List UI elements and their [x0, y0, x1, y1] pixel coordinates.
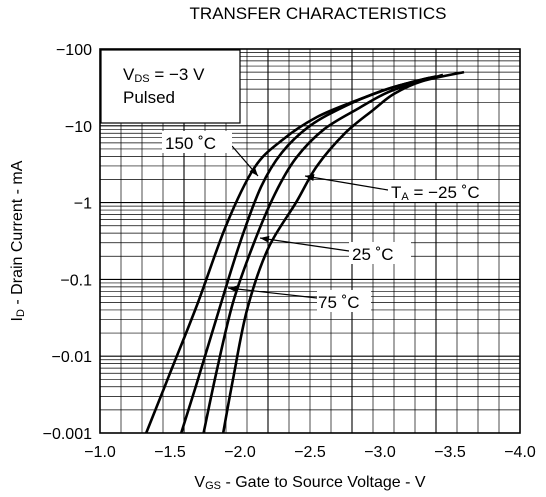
leader-25c-line	[259, 237, 350, 252]
y-tick-label: −1	[74, 196, 92, 213]
curve-series-1	[179, 75, 437, 434]
plot-frame	[99, 48, 521, 434]
x-tick-label: −3.5	[434, 444, 466, 461]
leader-75c-line	[227, 287, 318, 299]
leader-25c-arrowhead	[260, 235, 270, 243]
label-25-bg	[349, 242, 411, 264]
label-150-bg	[162, 131, 232, 153]
label-25c: 25 ˚C	[352, 245, 394, 264]
y-axis-label: ID - Drain Current - mA	[9, 160, 27, 321]
y-tick-label: −0.01	[52, 349, 93, 366]
leader-ta-minus25c-line	[304, 175, 389, 191]
x-tick-label: −3.0	[364, 444, 396, 461]
label-75-bg	[317, 290, 371, 312]
leader-ta-minus25c-arrowhead	[305, 174, 315, 181]
label-75c: 75 ˚C	[318, 293, 360, 312]
y-tick-labels: −0.001 −0.01 −0.1 −1 −10 −100	[43, 42, 92, 443]
leader-lines	[227, 145, 389, 299]
curves	[144, 70, 465, 434]
chart-title: TRANSFER CHARACTERISTICS	[190, 4, 447, 23]
x-tick-label: −2.5	[294, 444, 326, 461]
curve-series-2	[202, 73, 444, 434]
label-150c: 150 ˚C	[165, 134, 216, 153]
x-tick-label: −2.0	[224, 444, 256, 461]
label-ta-minus25c: TA = −25 ˚C	[391, 183, 480, 203]
y-tick-label: −0.001	[43, 426, 92, 443]
y-tick-label: −10	[65, 119, 92, 136]
x-tick-label: −1.5	[154, 444, 186, 461]
y-tick-label: −0.1	[60, 272, 92, 289]
leader-75c-arrowhead	[228, 285, 238, 293]
leader-150c-arrowhead	[249, 166, 258, 176]
x-tick-label: −4.0	[504, 444, 536, 461]
curve-series-3	[221, 70, 465, 434]
x-tick-labels: −1.0 −1.5 −2.0 −2.5 −3.0 −3.5 −4.0	[84, 444, 536, 461]
conditions-vds: VDS = −3 V	[123, 65, 205, 85]
y-tick-label: −100	[56, 42, 92, 59]
x-tick-label: −1.0	[84, 444, 116, 461]
label-ta-bg	[388, 180, 498, 202]
x-axis-label: VGS - Gate to Source Voltage - V	[194, 474, 425, 492]
conditions-box	[100, 49, 241, 124]
conditions-pulsed: Pulsed	[123, 88, 175, 107]
